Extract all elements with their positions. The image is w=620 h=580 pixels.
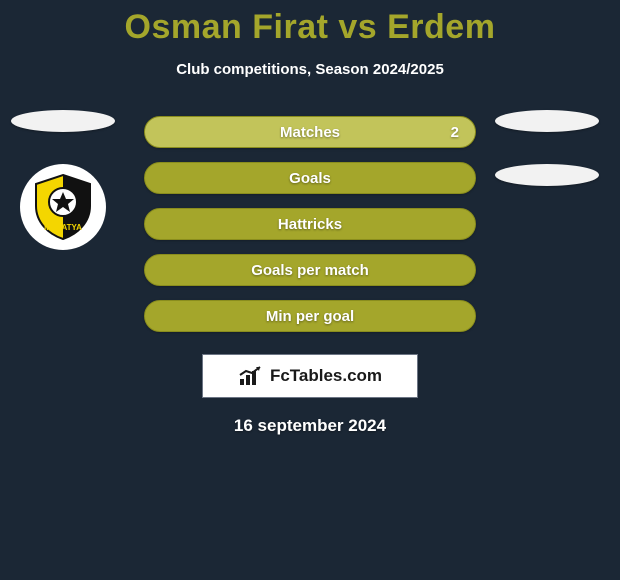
club-badge-placeholder (495, 164, 599, 186)
snapshot-date: 16 september 2024 (0, 416, 620, 436)
stat-bar-hattricks: Hattricks (144, 208, 476, 240)
subtitle: Club competitions, Season 2024/2025 (0, 61, 620, 78)
player-silhouette-placeholder (11, 110, 115, 132)
club-crest-icon: MALATYA (28, 172, 98, 242)
player-silhouette-placeholder (495, 110, 599, 132)
stat-label: Goals (289, 170, 331, 187)
brand-chart-icon (238, 365, 264, 387)
right-player-column (492, 110, 602, 186)
stat-value: 2 (451, 124, 459, 141)
stat-bar-matches: Matches 2 (144, 116, 476, 148)
stat-bar-gpm: Goals per match (144, 254, 476, 286)
stat-bar-goals: Goals (144, 162, 476, 194)
brand-attribution: FcTables.com (202, 354, 418, 398)
left-player-column: MALATYA (8, 110, 118, 250)
stat-label: Min per goal (266, 308, 354, 325)
stat-bar-mpg: Min per goal (144, 300, 476, 332)
stat-label: Matches (280, 124, 340, 141)
left-club-badge: MALATYA (20, 164, 106, 250)
stat-label: Goals per match (251, 262, 369, 279)
brand-text: FcTables.com (270, 366, 382, 386)
page-title: Osman Firat vs Erdem (0, 0, 620, 47)
comparison-content: MALATYA Matches 2 Goals Hattricks Goals per … (0, 116, 620, 436)
stat-bars: Matches 2 Goals Hattricks Goals per match Min… (144, 116, 476, 332)
svg-text:MALATYA: MALATYA (44, 223, 82, 232)
stat-label: Hattricks (278, 216, 342, 233)
